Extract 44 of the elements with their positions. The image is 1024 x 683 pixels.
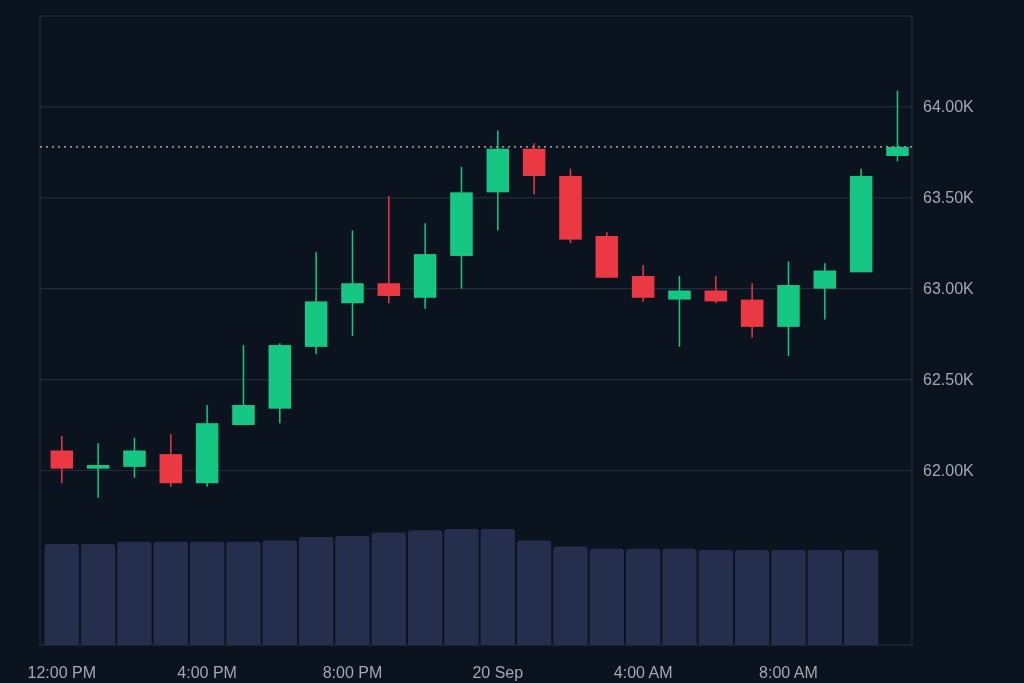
bar (807, 549, 842, 645)
bar (480, 529, 515, 645)
candlestick (631, 264, 655, 303)
bar (80, 544, 116, 645)
bar (117, 541, 152, 645)
candlestick (123, 437, 146, 479)
candlestick (668, 275, 691, 348)
bar (444, 529, 479, 645)
bar (371, 532, 406, 645)
y-tick-label: 63.50K (923, 189, 975, 207)
bar (662, 548, 697, 645)
bar (262, 540, 297, 645)
bar (226, 541, 261, 645)
x-tick-label: 4:00 PM (177, 664, 237, 681)
bar (734, 549, 770, 645)
y-tick-label: 62.00K (923, 462, 975, 480)
bar (516, 540, 552, 645)
candlestick (813, 262, 837, 321)
candlestick (50, 435, 74, 484)
y-tick-label: 62.50K (923, 371, 975, 389)
x-tick-label: 8:00 AM (759, 664, 818, 681)
candlestick (377, 195, 401, 304)
bar (44, 544, 79, 645)
bar (335, 535, 370, 645)
candlestick (86, 442, 110, 499)
y-tick-label: 64.00K (923, 98, 975, 116)
bar (698, 549, 733, 645)
bar (625, 548, 661, 645)
bar (553, 546, 588, 645)
bar (189, 541, 225, 645)
bar (298, 537, 334, 645)
y-tick-label: 63.00K (923, 280, 975, 298)
candlestick (886, 89, 909, 163)
x-tick-label: 20 Sep (472, 664, 524, 681)
x-tick-label: 4:00 AM (613, 664, 673, 681)
x-tick-label: 12:00 PM (27, 664, 97, 681)
bar (843, 549, 879, 645)
x-tick-label: 8:00 PM (322, 664, 383, 681)
candlestick (232, 344, 255, 426)
bar (153, 541, 188, 645)
bar (771, 549, 806, 645)
bar (407, 530, 443, 645)
candlestick (341, 229, 364, 337)
bar (589, 548, 624, 645)
